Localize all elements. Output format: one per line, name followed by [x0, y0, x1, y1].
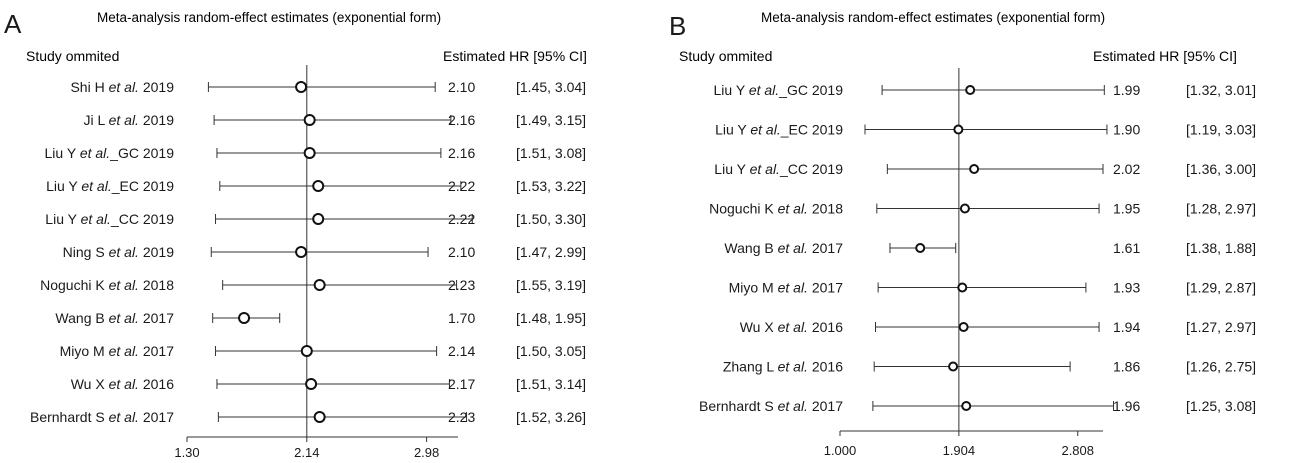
hr-point: [303, 147, 316, 159]
hr-point: [959, 203, 970, 214]
ci-value: [1.26, 2.75]: [1186, 359, 1256, 375]
ci-value: [1.36, 3.00]: [1186, 161, 1256, 177]
panel-b-title: Meta-analysis random-effect estimates (e…: [761, 10, 1105, 25]
study-label: Liu Y et al._CC 2019: [714, 161, 843, 177]
study-label: Liu Y et al._GC 2019: [714, 82, 844, 98]
hr-value: 1.99: [1113, 82, 1140, 98]
study-label: Wu X et al. 2016: [71, 376, 174, 392]
hr-value: 2.10: [448, 244, 475, 260]
study-label: Bernhardt S et al. 2017: [699, 398, 843, 414]
ci-value: [1.28, 2.97]: [1186, 201, 1256, 217]
hr-value: 2.14: [448, 343, 475, 359]
ci-value: [1.52, 3.26]: [516, 409, 586, 425]
ci-value: [1.51, 3.14]: [516, 376, 586, 392]
hr-point: [961, 401, 972, 411]
hr-point: [965, 85, 976, 95]
hr-point: [295, 246, 308, 258]
ci-value: [1.32, 3.01]: [1186, 82, 1256, 98]
x-tick-label: 1.30: [174, 445, 199, 460]
hr-value: 1.96: [1113, 398, 1140, 414]
hr-point: [305, 378, 318, 390]
hr-value: 2.22: [448, 178, 475, 194]
hr-value: 2.02: [1113, 161, 1140, 177]
hr-point: [953, 124, 964, 135]
hr-point: [313, 279, 326, 291]
hr-value: 1.93: [1113, 280, 1140, 296]
panel-a-letter: A: [4, 9, 22, 39]
x-tick-label: 1.000: [824, 443, 857, 458]
hr-value: 2.16: [448, 145, 475, 161]
hr-value: 1.94: [1113, 319, 1140, 335]
hr-point: [295, 81, 308, 93]
hr-point: [312, 213, 325, 225]
hr-point: [915, 243, 926, 253]
ci-value: [1.53, 3.22]: [516, 178, 586, 194]
study-label: Liu Y et al._CC 2019: [45, 211, 174, 227]
panel-a-plot: 1.30 2.14 2.98 Shi H et al. 2019 2.10 [1.45, …: [30, 65, 586, 460]
study-label: Wang B et al. 2017: [724, 240, 843, 256]
study-label: Ji L et al. 2019: [83, 112, 174, 128]
hr-value: 2.10: [448, 79, 475, 95]
hr-value: 2.23: [448, 409, 475, 425]
ci-value: [1.29, 2.87]: [1186, 280, 1256, 296]
hr-value: 1.86: [1113, 359, 1140, 375]
hr-value: 2.16: [448, 112, 475, 128]
x-tick-label: 2.808: [1061, 443, 1094, 458]
study-label: Liu Y et al._EC 2019: [715, 122, 843, 138]
ci-value: [1.55, 3.19]: [516, 277, 586, 293]
study-label: Noguchi K et al. 2018: [40, 277, 174, 293]
study-label: Bernhardt S et al. 2017: [30, 409, 174, 425]
study-label: Wu X et al. 2016: [740, 319, 843, 335]
study-label: Noguchi K et al. 2018: [709, 201, 843, 217]
panel-b-letter: B: [669, 11, 686, 41]
ci-value: [1.49, 3.15]: [516, 112, 586, 128]
hr-value: 1.61: [1113, 240, 1140, 256]
panel-a-title: Meta-analysis random-effect estimates (e…: [97, 10, 441, 25]
hr-value: 1.95: [1113, 201, 1140, 217]
x-tick-label: 2.14: [294, 445, 319, 460]
hr-value: 1.90: [1113, 122, 1140, 138]
panel-b-left-header: Study ommited: [679, 48, 772, 64]
x-tick-label: 2.98: [414, 445, 439, 460]
ci-value: [1.38, 1.88]: [1186, 240, 1256, 256]
ci-value: [1.50, 3.05]: [516, 343, 586, 359]
study-label: Miyo M et al. 2017: [60, 343, 175, 359]
x-tick-label: 1.904: [943, 443, 976, 458]
study-label: Ning S et al. 2019: [63, 244, 175, 260]
panel-a-right-header: Estimated HR [95% CI]: [443, 48, 587, 64]
panel-a-left-header: Study ommited: [26, 48, 119, 64]
hr-point: [969, 164, 980, 174]
study-label: Shi H et al. 2019: [70, 79, 174, 95]
ci-value: [1.48, 1.95]: [516, 310, 586, 326]
hr-point: [948, 361, 959, 372]
hr-value: 1.70: [448, 310, 475, 326]
panel-b-right-header: Estimated HR [95% CI]: [1093, 48, 1237, 64]
hr-point: [303, 114, 316, 126]
study-label: Miyo M et al. 2017: [729, 280, 844, 296]
hr-point: [300, 345, 313, 357]
panel-b-plot: 1.000 1.904 2.808 Liu Y et al._GC 2019 1.99 […: [699, 68, 1256, 458]
hr-point: [958, 322, 969, 332]
ci-value: [1.50, 3.30]: [516, 211, 586, 227]
study-label: Zhang L et al. 2016: [723, 359, 843, 375]
study-label: Liu Y et al._EC 2019: [46, 178, 174, 194]
hr-value: 2.23: [448, 277, 475, 293]
hr-point: [957, 282, 968, 293]
study-label: Wang B et al. 2017: [55, 310, 174, 326]
ci-value: [1.25, 3.08]: [1186, 398, 1256, 414]
hr-point: [238, 312, 251, 324]
hr-value: 2.17: [448, 376, 475, 392]
ci-value: [1.47, 2.99]: [516, 244, 586, 260]
ci-value: [1.45, 3.04]: [516, 79, 586, 95]
panel-a: A Meta-analysis random-effect estimates …: [4, 9, 587, 460]
hr-point: [312, 180, 325, 192]
hr-value: 2.22: [448, 211, 475, 227]
ci-value: [1.27, 2.97]: [1186, 319, 1256, 335]
ci-value: [1.19, 3.03]: [1186, 122, 1256, 138]
ci-value: [1.51, 3.08]: [516, 145, 586, 161]
study-label: Liu Y et al._GC 2019: [45, 145, 175, 161]
hr-point: [313, 411, 326, 423]
panel-b: B Meta-analysis random-effect estimates …: [669, 10, 1256, 458]
